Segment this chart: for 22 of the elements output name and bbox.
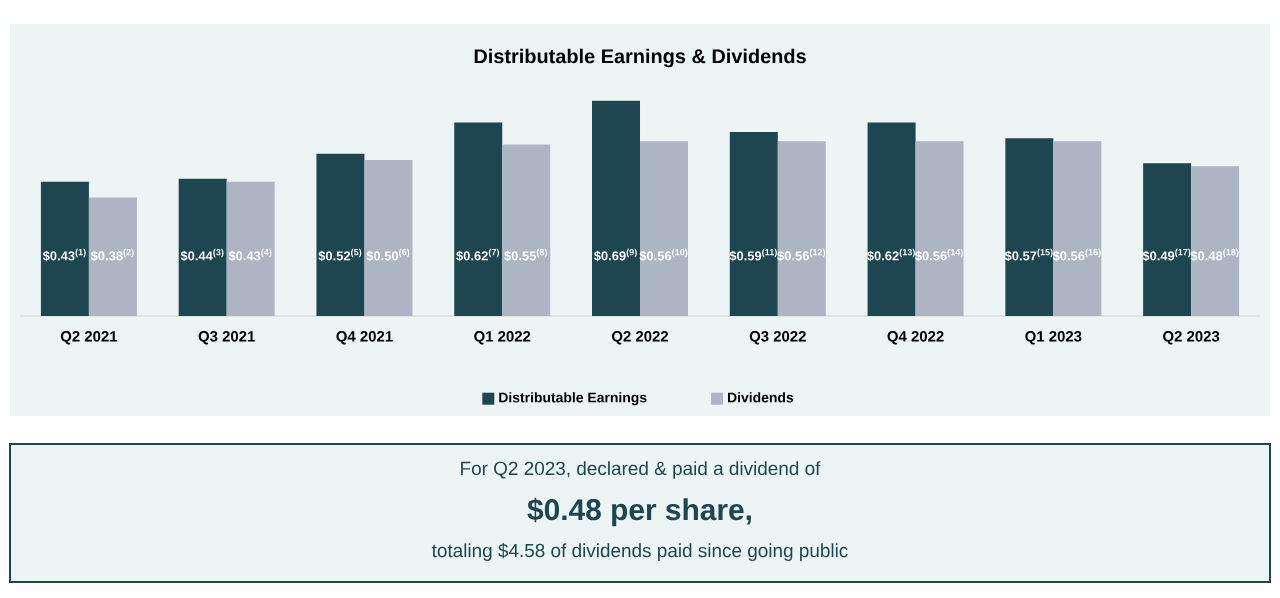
bar — [454, 122, 503, 316]
bar — [502, 144, 551, 316]
bar — [178, 178, 227, 316]
bar — [867, 122, 916, 316]
text: For Q2 2023, declared & paid a dividend of — [461, 461, 821, 479]
bar — [592, 100, 641, 316]
chart-title: Distributable Earnings & Dividends — [474, 48, 806, 68]
bar — [1053, 141, 1102, 316]
bar — [1143, 163, 1192, 316]
bar — [88, 197, 137, 316]
bar — [364, 160, 413, 316]
bar — [226, 181, 275, 316]
bar — [40, 181, 89, 316]
text: $0.48 per share, — [527, 497, 751, 527]
bar — [1005, 138, 1054, 316]
bar — [729, 131, 778, 316]
bar — [640, 141, 689, 316]
text: totaling $4.58 of dividends paid since going public — [431, 543, 848, 561]
bar — [777, 141, 826, 316]
bar — [915, 141, 964, 316]
bar — [316, 153, 365, 316]
bar — [1191, 166, 1240, 316]
